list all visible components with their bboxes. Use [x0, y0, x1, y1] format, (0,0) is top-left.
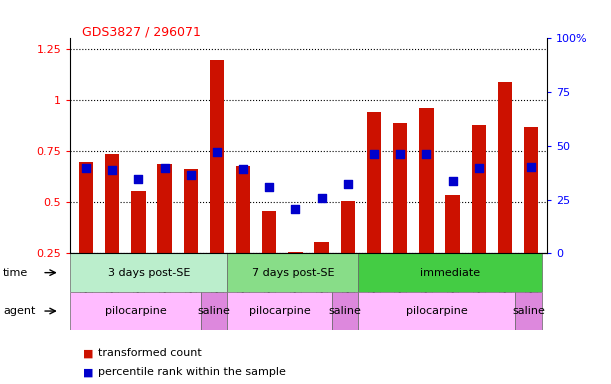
- Point: [291, 206, 301, 212]
- Bar: [201, 292, 227, 330]
- Point: [448, 178, 458, 184]
- Text: pilocarpine: pilocarpine: [105, 306, 167, 316]
- Text: pilocarpine: pilocarpine: [249, 306, 310, 316]
- Text: saline: saline: [198, 306, 231, 316]
- Bar: [183, 169, 198, 305]
- Bar: [131, 191, 145, 305]
- Bar: [367, 112, 381, 305]
- Bar: [358, 253, 541, 292]
- Bar: [445, 195, 459, 305]
- Bar: [70, 292, 201, 330]
- Bar: [516, 292, 541, 330]
- Bar: [498, 83, 512, 305]
- Text: pilocarpine: pilocarpine: [406, 306, 468, 316]
- Text: agent: agent: [3, 306, 35, 316]
- Bar: [227, 253, 358, 292]
- Bar: [236, 166, 251, 305]
- Point: [186, 172, 196, 178]
- Bar: [472, 126, 486, 305]
- Point: [212, 149, 222, 155]
- Bar: [262, 212, 276, 305]
- Bar: [288, 252, 302, 305]
- Point: [108, 167, 117, 174]
- Point: [316, 195, 326, 201]
- Bar: [393, 123, 408, 305]
- Bar: [210, 60, 224, 305]
- Text: saline: saline: [329, 306, 362, 316]
- Text: 3 days post-SE: 3 days post-SE: [108, 268, 190, 278]
- Bar: [79, 162, 93, 305]
- Text: immediate: immediate: [420, 268, 480, 278]
- Text: time: time: [3, 268, 28, 278]
- Point: [238, 166, 248, 172]
- Point: [395, 151, 405, 157]
- Bar: [332, 292, 358, 330]
- Point: [81, 166, 91, 172]
- Text: ■: ■: [82, 367, 93, 377]
- Bar: [158, 164, 172, 305]
- Text: GDS3827 / 296071: GDS3827 / 296071: [82, 25, 202, 38]
- Point: [474, 166, 484, 172]
- Point: [369, 151, 379, 157]
- Text: 7 days post-SE: 7 days post-SE: [252, 268, 334, 278]
- Bar: [358, 292, 516, 330]
- Bar: [419, 108, 434, 305]
- Point: [526, 164, 536, 170]
- Text: transformed count: transformed count: [98, 348, 202, 358]
- Bar: [70, 253, 227, 292]
- Point: [159, 166, 169, 172]
- Bar: [105, 154, 119, 305]
- Text: saline: saline: [512, 306, 545, 316]
- Point: [133, 175, 143, 182]
- Point: [422, 151, 431, 157]
- Text: percentile rank within the sample: percentile rank within the sample: [98, 367, 285, 377]
- Point: [265, 184, 274, 190]
- Text: ■: ■: [82, 348, 93, 358]
- Bar: [524, 127, 538, 305]
- Bar: [341, 201, 355, 305]
- Point: [343, 181, 353, 187]
- Bar: [315, 242, 329, 305]
- Bar: [227, 292, 332, 330]
